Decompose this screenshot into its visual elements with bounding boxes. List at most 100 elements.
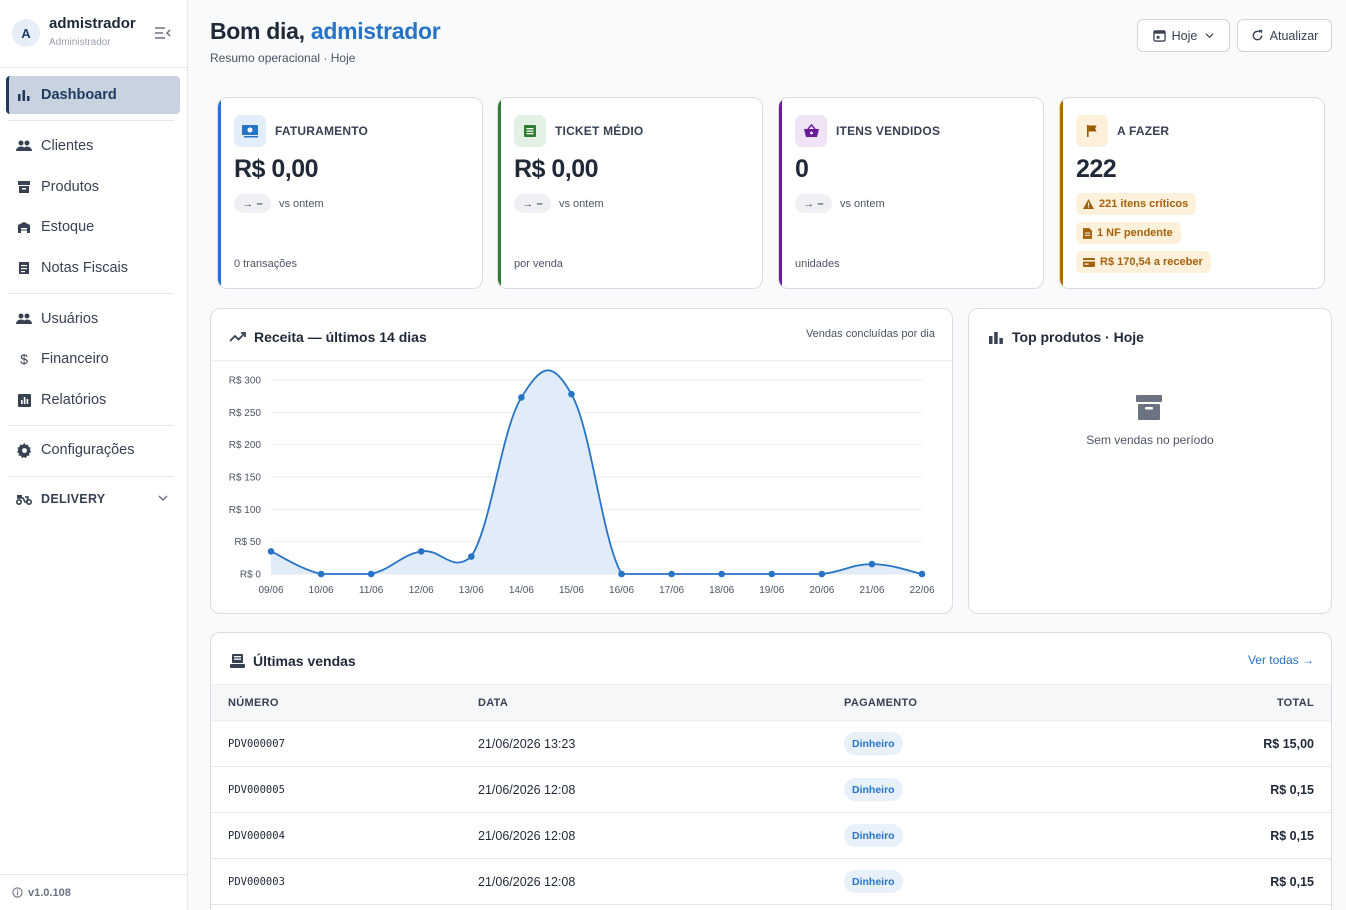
- sale-number: PDV000005: [228, 784, 285, 796]
- receipt-icon: [514, 115, 546, 147]
- x-tick-label: 13/06: [459, 585, 484, 596]
- y-tick-label: R$ 300: [229, 376, 262, 387]
- scooter-icon: [16, 493, 32, 505]
- trend-text: vs ontem: [279, 197, 324, 210]
- warning-icon: [1083, 199, 1094, 209]
- sidebar-item-relatorios[interactable]: Relatórios: [6, 381, 180, 419]
- greeting-user-name: admistrador: [310, 18, 441, 44]
- money-icon: [234, 115, 266, 147]
- info-icon: [12, 887, 23, 898]
- kpi-label: A FAZER: [1117, 124, 1170, 138]
- kpi-accent-bar: [218, 98, 221, 288]
- table-header: NÚMERO DATA PAGAMENTO TOTAL: [211, 684, 1331, 721]
- x-tick-label: 22/06: [909, 585, 934, 596]
- flag-icon: [1076, 115, 1108, 147]
- see-all-sales-link[interactable]: Ver todas →: [1247, 653, 1314, 667]
- refresh-label: Atualizar: [1269, 28, 1319, 43]
- sidebar-item-produtos[interactable]: Produtos: [6, 168, 180, 206]
- chart-series-line: [270, 369, 923, 575]
- kpi-label: TICKET MÉDIO: [555, 124, 644, 138]
- payment-badge: Dinheiro: [844, 870, 903, 893]
- version-info: v1.0.108: [0, 874, 187, 910]
- sidebar: A admistrador Administrador Dashboard Cl…: [0, 0, 188, 910]
- chart-subtitle: Vendas concluídas por dia: [805, 328, 935, 340]
- archive-icon: [16, 179, 32, 195]
- chart-data-point: [367, 570, 375, 578]
- x-tick-label: 10/06: [309, 585, 334, 596]
- sidebar-item-label: Produtos: [41, 179, 100, 195]
- kpi-accent-bar: [779, 98, 782, 288]
- x-tick-label: 18/06: [709, 585, 734, 596]
- todo-critical-items[interactable]: 221 itens críticos: [1076, 193, 1197, 215]
- sale-total: R$ 0,15: [1270, 875, 1314, 889]
- version-text: v1.0.108: [28, 886, 71, 899]
- kpi-trend: → – vs ontem: [234, 194, 324, 213]
- x-tick-label: 15/06: [559, 585, 584, 596]
- table-row[interactable]: PDV000004 21/06/2026 12:08 Dinheiro R$ 0…: [211, 813, 1331, 859]
- kpi-footer: 0 transações: [234, 258, 297, 270]
- table-row[interactable]: PDV000003 21/06/2026 12:08 Dinheiro R$ 0…: [211, 859, 1331, 905]
- kpi-card-ticket-medio: TICKET MÉDIO R$ 0,00 → – vs ontem por ve…: [497, 97, 763, 289]
- x-tick-label: 17/06: [659, 585, 684, 596]
- sidebar-item-dashboard[interactable]: Dashboard: [6, 76, 180, 114]
- page-subtitle: Resumo operacional · Hoje: [210, 51, 356, 65]
- sidebar-item-notas-fiscais[interactable]: Notas Fiscais: [6, 249, 180, 287]
- gear-icon: [16, 442, 32, 458]
- latest-sales-panel: Últimas vendas Ver todas → NÚMERO DATA P…: [210, 632, 1332, 910]
- kpi-label: ITENS VENDIDOS: [836, 124, 941, 138]
- panel-title-text: Top produtos · Hoje: [1012, 329, 1144, 345]
- trend-badge: → –: [795, 194, 832, 213]
- sidebar-item-configuracoes[interactable]: Configurações: [6, 431, 180, 469]
- todo-receivables[interactable]: R$ 170,54 a receber: [1076, 251, 1211, 273]
- delivery-section-toggle[interactable]: DELIVERY: [6, 486, 180, 512]
- kpi-card-itens-vendidos: ITENS VENDIDOS 0 → – vs ontem unidades: [778, 97, 1044, 289]
- trend-badge: → –: [514, 194, 551, 213]
- sidebar-item-financeiro[interactable]: $ Financeiro: [6, 340, 180, 378]
- sidebar-item-label: Dashboard: [41, 87, 117, 103]
- payment-badge: Dinheiro: [844, 778, 903, 801]
- x-tick-label: 14/06: [509, 585, 534, 596]
- chart-data-point: [267, 548, 275, 555]
- chart-data-point: [518, 394, 525, 401]
- x-tick-label: 20/06: [809, 585, 834, 596]
- divider: [8, 293, 174, 294]
- sale-total: R$ 0,15: [1270, 783, 1314, 797]
- x-tick-label: 19/06: [759, 585, 784, 596]
- sidebar-item-usuarios[interactable]: Usuários: [6, 300, 180, 338]
- todo-pending-nf[interactable]: 1 NF pendente: [1076, 222, 1181, 244]
- payment-badge: Dinheiro: [844, 824, 903, 847]
- sale-date: 21/06/2026 12:08: [478, 829, 576, 843]
- panel-title-text: Últimas vendas: [253, 653, 356, 669]
- greeting-text: Bom dia,: [210, 18, 305, 44]
- chart-data-point: [768, 570, 776, 578]
- period-select-button[interactable]: Hoje: [1137, 19, 1230, 52]
- y-tick-label: R$ 100: [229, 505, 262, 516]
- collapse-sidebar-icon[interactable]: [154, 26, 172, 42]
- refresh-button[interactable]: Atualizar: [1237, 19, 1332, 52]
- sale-date: 21/06/2026 12:08: [478, 783, 576, 797]
- user-name: admistrador: [49, 15, 136, 32]
- divider: [8, 425, 174, 426]
- payment-badge: Dinheiro: [844, 732, 903, 755]
- basket-icon: [795, 115, 827, 147]
- table-row[interactable]: PDV000005 21/06/2026 12:08 Dinheiro R$ 0…: [211, 767, 1331, 813]
- period-select-label: Hoje: [1171, 28, 1198, 43]
- y-tick-label: R$ 50: [234, 537, 261, 548]
- chart-data-point: [868, 560, 876, 568]
- panel-title-text: Receita — últimos 14 dias: [254, 329, 427, 345]
- kpi-value: R$ 0,00: [234, 155, 319, 183]
- y-tick-label: R$ 150: [229, 473, 262, 484]
- kpi-label: FATURAMENTO: [275, 124, 369, 138]
- column-header-pagamento: PAGAMENTO: [844, 697, 918, 709]
- table-row[interactable]: PDV000007 21/06/2026 13:23 Dinheiro R$ 1…: [211, 721, 1331, 767]
- trending-icon: [229, 332, 246, 342]
- y-tick-label: R$ 0: [240, 570, 262, 581]
- sidebar-item-estoque[interactable]: Estoque: [6, 208, 180, 246]
- panel-title: Receita — últimos 14 dias: [229, 329, 427, 345]
- page-title: Bom dia, admistrador: [210, 18, 441, 45]
- sale-date: 21/06/2026 12:08: [478, 875, 576, 889]
- warehouse-icon: [16, 219, 32, 235]
- sidebar-item-clientes[interactable]: Clientes: [6, 127, 180, 165]
- y-tick-label: R$ 250: [229, 408, 262, 419]
- sale-number: PDV000003: [228, 876, 285, 888]
